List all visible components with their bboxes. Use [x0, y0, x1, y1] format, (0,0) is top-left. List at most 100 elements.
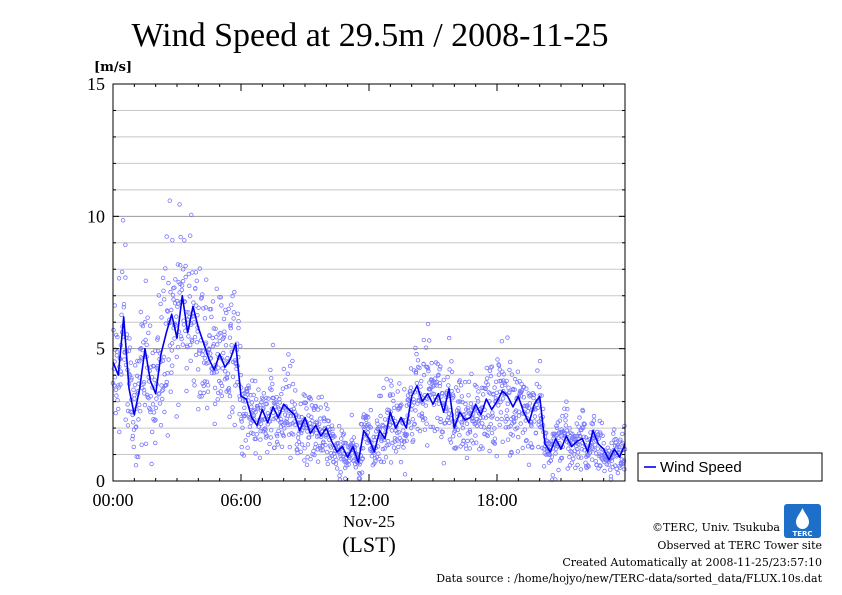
sample-point: [178, 234, 183, 240]
sample-point: [404, 432, 410, 437]
sample-point: [308, 457, 313, 462]
sample-point: [112, 375, 118, 380]
sample-point: [165, 433, 170, 438]
sample-point: [491, 392, 496, 397]
sample-point: [245, 392, 250, 397]
sample-point: [457, 378, 463, 383]
sample-point: [620, 440, 625, 446]
sample-point: [285, 413, 290, 418]
sample-point: [184, 366, 189, 371]
sample-point: [152, 418, 157, 423]
sample-point: [515, 449, 521, 454]
sample-point: [155, 335, 160, 340]
sample-point: [186, 310, 191, 315]
sample-point: [448, 440, 454, 445]
sample-point: [148, 394, 153, 399]
sample-point: [575, 450, 581, 455]
sample-point: [159, 388, 165, 393]
sample-point: [445, 374, 450, 380]
sample-point: [428, 424, 433, 430]
sample-point: [186, 334, 191, 339]
sample-point: [166, 357, 171, 362]
sample-point: [340, 444, 345, 450]
sample-point: [269, 387, 274, 393]
sample-point: [438, 364, 443, 369]
sample-point: [484, 376, 490, 381]
sample-point: [162, 409, 167, 415]
sample-point: [514, 380, 520, 385]
sample-point: [153, 417, 158, 422]
sample-point: [158, 423, 164, 428]
sample-point: [175, 298, 180, 304]
sample-point: [222, 332, 227, 338]
sample-point: [560, 413, 565, 419]
sample-point: [601, 441, 606, 446]
sample-point: [437, 367, 442, 372]
sample-point: [120, 218, 126, 223]
sample-point: [214, 286, 219, 291]
x-tick-label: 18:00: [476, 490, 517, 510]
sample-point: [214, 369, 219, 375]
sample-point: [264, 395, 269, 401]
sample-point: [132, 396, 137, 401]
sample-point: [563, 413, 569, 418]
sample-point: [378, 413, 383, 419]
sample-point: [293, 388, 298, 393]
sample-point: [486, 427, 491, 432]
sample-point: [168, 307, 174, 313]
x-tick-label: 06:00: [220, 490, 261, 510]
sample-point: [230, 293, 235, 299]
sample-point: [425, 366, 431, 371]
sample-point: [130, 433, 136, 439]
sample-point: [480, 421, 485, 426]
sample-point: [207, 333, 212, 338]
sample-point: [217, 330, 223, 336]
sample-point: [136, 359, 142, 364]
sample-point: [404, 403, 409, 408]
sample-point: [404, 433, 409, 438]
sample-point: [288, 363, 293, 369]
sample-point: [535, 405, 541, 410]
sample-point: [155, 337, 160, 342]
sample-point: [167, 198, 172, 203]
sample-point: [453, 445, 459, 450]
sample-point: [323, 402, 329, 407]
sample-point: [437, 380, 443, 386]
sample-point: [481, 415, 486, 420]
sample-point: [219, 393, 225, 399]
sample-point: [608, 474, 614, 479]
sample-point: [226, 389, 232, 394]
sample-point: [213, 326, 218, 331]
sample-point: [520, 445, 525, 451]
y-tick-label: 0: [96, 471, 105, 491]
sample-point: [305, 455, 310, 460]
sample-point: [562, 406, 567, 411]
sample-point: [221, 335, 226, 340]
sample-point: [494, 453, 499, 459]
sample-point: [437, 383, 443, 389]
sample-point: [217, 295, 222, 300]
sample-point: [225, 355, 230, 361]
sample-point: [467, 428, 473, 433]
sample-point: [402, 472, 408, 477]
sample-point: [276, 428, 281, 434]
sample-point: [177, 202, 182, 207]
sample-point: [149, 461, 154, 467]
sample-point: [326, 418, 331, 424]
sample-point: [183, 263, 188, 269]
sample-point: [417, 428, 423, 434]
sample-point: [256, 387, 261, 392]
sample-point: [569, 460, 575, 465]
sample-point: [381, 385, 386, 391]
sample-point: [339, 436, 344, 441]
sample-point: [496, 363, 502, 368]
sample-point: [296, 414, 302, 419]
sample-point: [330, 426, 335, 432]
sample-point: [338, 470, 343, 475]
sample-point: [498, 378, 504, 384]
sample-point: [611, 431, 616, 436]
sample-point: [290, 358, 295, 364]
sample-point: [492, 385, 497, 390]
sample-point: [465, 438, 470, 444]
sample-point: [618, 437, 623, 442]
